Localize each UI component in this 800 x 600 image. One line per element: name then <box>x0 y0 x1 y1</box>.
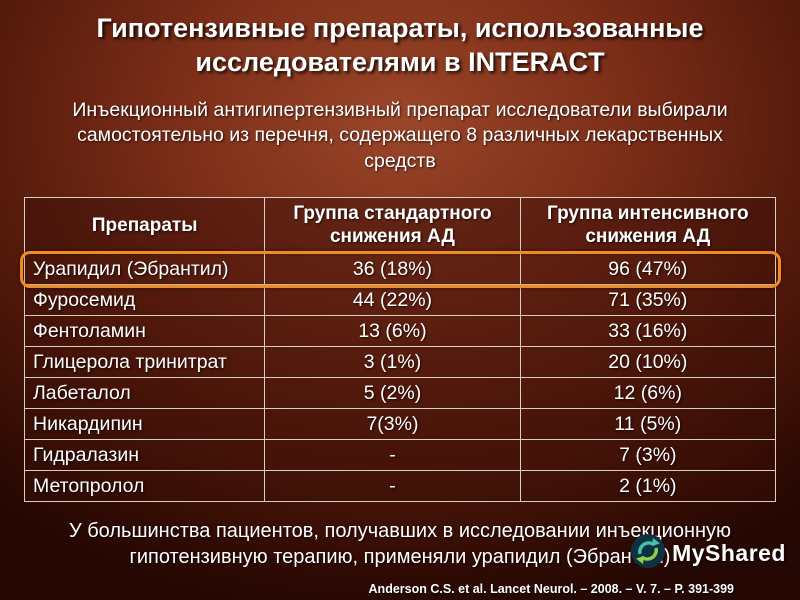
myshared-logo-text: MyShared <box>672 540 786 566</box>
value-cell: 3 (1%) <box>264 346 521 379</box>
drug-name-cell: Метопролол <box>23 470 266 503</box>
table-header-row: Препараты Группа стандартного снижения АД… <box>23 196 777 255</box>
value-cell: 33 (16%) <box>519 315 777 348</box>
conclusion-text: У большинства пациентов, получавших в ис… <box>68 520 732 569</box>
drug-name-cell: Фентоламин <box>23 315 266 348</box>
value-cell: 12 (6%) <box>519 377 777 410</box>
value-cell: 7(3%) <box>264 408 521 441</box>
myshared-logo-icon <box>630 533 666 574</box>
value-cell: - <box>264 470 521 503</box>
column-header: Группа интенсивного снижения АД <box>519 196 777 255</box>
drug-name-cell: Урапидил (Эбрантил) <box>23 253 266 286</box>
slide-subtitle: Инъекционный антигипертензивный препарат… <box>72 98 728 172</box>
value-cell: 13 (6%) <box>264 315 521 348</box>
table-row: Метопролол -2 (1%) <box>23 470 777 503</box>
drug-name-cell: Лабеталол <box>23 377 266 410</box>
value-cell: 11 (5%) <box>519 408 777 441</box>
drug-name-cell: Никардипин <box>23 408 266 441</box>
table-row: Глицерола тринитрат 3 (1%) 20 (10%) <box>23 346 777 379</box>
drug-name-cell: Гидралазин <box>23 439 266 472</box>
value-cell: 5 (2%) <box>264 377 521 410</box>
table-row: Гидралазин -7 (3%) <box>23 439 777 472</box>
drug-table-wrap: Препараты Группа стандартного снижения АД… <box>19 196 781 503</box>
table-row: Фентоламин 13 (6%) 33 (16%) <box>23 315 777 348</box>
table-row: Никардипин 7(3%) 11 (5%) <box>23 408 777 441</box>
drug-table: Препараты Группа стандартного снижения АД… <box>23 196 777 503</box>
column-header: Препараты <box>23 196 266 255</box>
myshared-logo: MyShared <box>630 533 786 574</box>
drug-name-cell: Глицерола тринитрат <box>23 346 266 379</box>
value-cell: 71 (35%) <box>519 284 777 317</box>
citation: Anderson C.S. et al. Lancet Neurol. – 20… <box>368 582 734 596</box>
drug-name-cell: Фуросемид <box>23 284 266 317</box>
table-row: Фуросемид 44 (22%) 71 (35%) <box>23 284 777 317</box>
value-cell: 44 (22%) <box>264 284 521 317</box>
table-row: Урапидил (Эбрантил) 36 (18%) 96 (47%) <box>23 253 777 286</box>
column-header: Группа стандартного снижения АД <box>264 196 521 255</box>
drug-table-body: Урапидил (Эбрантил) 36 (18%) 96 (47%) Фурос… <box>23 253 777 503</box>
table-row: Лабеталол 5 (2%) 12 (6%) <box>23 377 777 410</box>
value-cell: - <box>264 439 521 472</box>
value-cell: 96 (47%) <box>519 253 777 286</box>
slide-title: Гипотензивные препараты, использованные … <box>96 13 704 77</box>
value-cell: 7 (3%) <box>519 439 777 472</box>
value-cell: 20 (10%) <box>519 346 777 379</box>
value-cell: 2 (1%) <box>519 470 777 503</box>
value-cell: 36 (18%) <box>264 253 521 286</box>
